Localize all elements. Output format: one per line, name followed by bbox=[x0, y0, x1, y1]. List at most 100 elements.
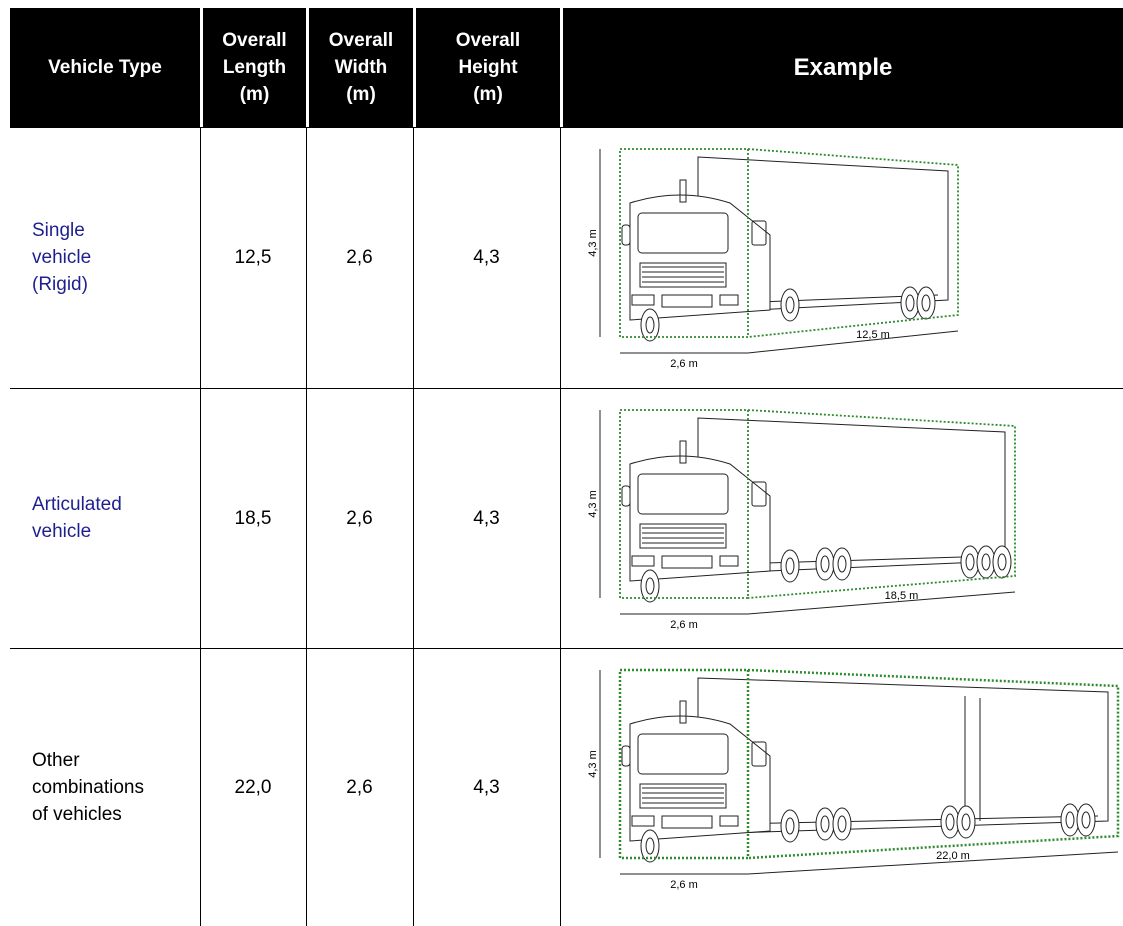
drawing bbox=[637, 212, 729, 254]
wheel bbox=[960, 545, 980, 579]
wheel bbox=[785, 296, 795, 314]
dimension-line bbox=[747, 330, 959, 354]
drawing bbox=[629, 455, 771, 582]
wheel bbox=[780, 809, 800, 843]
length-label: 18,5 m bbox=[885, 590, 919, 602]
drawing bbox=[661, 294, 713, 308]
height-label: 4,3 m bbox=[587, 750, 599, 778]
vehicle-type-line: combinations bbox=[32, 776, 144, 798]
header-text: Height bbox=[458, 57, 518, 78]
header-text: Overall bbox=[455, 30, 521, 51]
length-label: 22,0 m bbox=[936, 850, 970, 862]
header-cell: Vehicle Type bbox=[10, 8, 200, 127]
wheel bbox=[837, 815, 847, 833]
drawing bbox=[719, 555, 739, 567]
envelope bbox=[619, 148, 749, 338]
column-line bbox=[413, 127, 414, 926]
wheel bbox=[645, 316, 655, 334]
drawing bbox=[621, 485, 631, 507]
wheel bbox=[940, 805, 960, 839]
header-cell: Example bbox=[563, 8, 1123, 127]
wheel bbox=[945, 813, 955, 831]
wheel bbox=[640, 308, 660, 342]
envelope bbox=[618, 668, 750, 860]
vehicle-type-line: Other bbox=[32, 749, 80, 771]
wheel bbox=[837, 555, 847, 573]
header-text: (m) bbox=[473, 84, 503, 105]
dimension-length: 22,0 bbox=[234, 776, 272, 798]
row-line bbox=[10, 388, 1123, 389]
wheel bbox=[780, 549, 800, 583]
header-text: Overall bbox=[328, 30, 394, 51]
wheel bbox=[785, 817, 795, 835]
dimension-line bbox=[747, 851, 1119, 875]
wheel bbox=[976, 545, 996, 579]
drawing bbox=[621, 677, 1109, 863]
wheel bbox=[956, 805, 976, 839]
wheel bbox=[1065, 811, 1075, 829]
drawing bbox=[631, 555, 655, 567]
drawing bbox=[621, 745, 631, 767]
dimension-width: 2,6 bbox=[346, 247, 373, 268]
dimension-height: 4,3 bbox=[473, 507, 500, 529]
header-text: Width bbox=[334, 57, 388, 78]
vehicle-type-line: Single bbox=[32, 220, 85, 241]
row-line bbox=[10, 648, 1123, 649]
wheel bbox=[1076, 803, 1096, 837]
drawing bbox=[751, 481, 767, 507]
wheel bbox=[997, 553, 1007, 571]
drawing bbox=[661, 815, 713, 829]
wheel bbox=[785, 557, 795, 575]
drawing bbox=[639, 523, 727, 549]
drawing bbox=[719, 815, 739, 827]
drawing bbox=[639, 262, 727, 288]
vehicle-type: Single vehicle (Rigid) bbox=[10, 127, 200, 388]
wheel bbox=[640, 829, 660, 863]
wheel bbox=[1060, 803, 1080, 837]
vehicle-type-line: Articulated bbox=[32, 494, 122, 515]
dimension-line bbox=[747, 591, 1016, 615]
drawing bbox=[679, 440, 687, 464]
dimension-width: 2,6 bbox=[346, 776, 373, 798]
header-cell: Overall Length (m) bbox=[203, 8, 306, 127]
wheel bbox=[981, 553, 991, 571]
wheel bbox=[900, 286, 920, 320]
wheel bbox=[832, 807, 852, 841]
vehicle-example: 4,3 m 2,6 m 18,5 m bbox=[587, 409, 1016, 631]
width-label: 2,6 m bbox=[670, 879, 698, 891]
width-label: 2,6 m bbox=[670, 358, 698, 370]
wheel bbox=[645, 837, 655, 855]
height-label: 4,3 m bbox=[587, 229, 599, 257]
drawing bbox=[719, 294, 739, 306]
dimension-length: 12,5 bbox=[234, 247, 272, 268]
height-label: 4,3 m bbox=[587, 490, 599, 518]
drawing bbox=[639, 783, 727, 809]
drawing bbox=[751, 220, 767, 246]
wheel bbox=[961, 813, 971, 831]
wheel bbox=[905, 294, 915, 312]
wheel bbox=[916, 286, 936, 320]
vehicle-example: 4,3 m 2,6 m 22,0 m bbox=[587, 668, 1120, 891]
drawing bbox=[629, 715, 771, 842]
wheel bbox=[640, 569, 660, 603]
header-cell: Overall Height (m) bbox=[416, 8, 560, 127]
envelope bbox=[747, 409, 1016, 599]
row-line bbox=[10, 127, 1123, 128]
drawing bbox=[621, 417, 1012, 603]
drawing bbox=[621, 156, 949, 342]
drawing bbox=[679, 700, 687, 724]
header-text: (m) bbox=[239, 84, 270, 105]
wheel bbox=[815, 547, 835, 581]
envelope bbox=[619, 409, 749, 599]
wheel bbox=[1081, 811, 1091, 829]
wheel bbox=[820, 555, 830, 573]
drawing bbox=[631, 815, 655, 827]
wheel bbox=[832, 547, 852, 581]
column-line bbox=[560, 127, 561, 926]
header-text: Vehicle Type bbox=[48, 57, 162, 78]
envelope bbox=[747, 668, 1120, 860]
envelope bbox=[747, 148, 959, 338]
wheel bbox=[921, 294, 931, 312]
wheel bbox=[965, 553, 975, 571]
